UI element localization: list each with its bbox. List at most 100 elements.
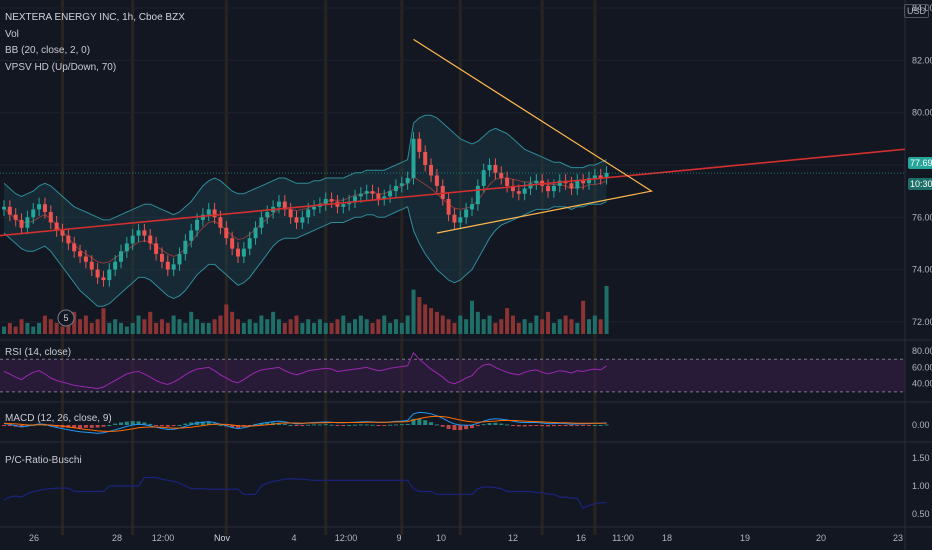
macd-histogram-bar [592, 425, 597, 426]
candle-body [72, 243, 77, 252]
macd-histogram-bar [183, 423, 188, 425]
volume-bar [282, 322, 287, 334]
macd-histogram-bar [312, 424, 317, 426]
session-separator [224, 0, 228, 535]
volume-bar [551, 322, 556, 334]
candle-body [7, 206, 12, 215]
macd-histogram-bar [341, 425, 346, 426]
candle-body [247, 238, 252, 249]
candle-body [399, 183, 404, 186]
macd-histogram-bar [306, 424, 311, 426]
candle-body [393, 185, 398, 192]
candle-body [154, 243, 159, 254]
candle-body [312, 206, 317, 210]
volume-bar [581, 300, 586, 334]
candle-body [195, 219, 200, 231]
pc-ratio-tick-label: 1.00 [912, 481, 930, 491]
volume-bar [31, 326, 36, 334]
macd-histogram-bar [575, 425, 580, 426]
candle-body [200, 214, 205, 220]
candle-body [452, 214, 457, 223]
volume-bar [587, 319, 591, 334]
macd-histogram-bar [142, 422, 147, 425]
macd-histogram-bar [440, 425, 445, 427]
macd-histogram-bar [136, 421, 141, 425]
legend-rsi: RSI (14, close) [5, 347, 72, 358]
macd-histogram-bar [165, 425, 170, 427]
candle-body [329, 198, 334, 202]
macd-histogram-bar [247, 425, 252, 426]
macd-histogram-bar [528, 425, 533, 427]
macd-histogram-bar [66, 425, 71, 428]
time-tick-label: 12:00 [335, 533, 358, 543]
legend-pc-ratio: P/C-Ratio-Buschi [5, 455, 82, 466]
macd-histogram-bar [154, 425, 159, 426]
macd-histogram-bar [107, 425, 112, 426]
macd-histogram-bar [516, 425, 521, 427]
candle-body [493, 164, 498, 173]
macd-histogram-bar [587, 425, 591, 426]
volume-bar [423, 304, 428, 334]
macd-histogram-bar [7, 425, 12, 426]
macd-histogram-bar [200, 421, 205, 425]
macd-histogram-bar [581, 425, 586, 426]
time-tick-label: 18 [662, 533, 672, 543]
candle-body [300, 217, 305, 223]
time-tick-label: 12 [508, 533, 518, 543]
macd-histogram-bar [206, 421, 211, 425]
macd-histogram-bar [124, 421, 129, 425]
macd-histogram-bar [276, 422, 281, 425]
candle-body [13, 214, 18, 220]
macd-histogram-bar [411, 418, 416, 425]
candle-body [528, 183, 533, 189]
candle-body [604, 172, 609, 179]
candle-body [148, 235, 153, 244]
volume-bar [475, 311, 480, 334]
volume-bar [113, 319, 118, 334]
pc-ratio-tick-label: 1.50 [912, 453, 930, 463]
volume-bar [48, 319, 53, 334]
macd-histogram-bar [353, 424, 357, 426]
macd-histogram-bar [230, 425, 235, 428]
macd-histogram-bar [259, 423, 264, 425]
macd-histogram-bar [481, 424, 486, 426]
candle-body [551, 185, 556, 192]
legend-macd: MACD (12, 26, close, 9) [5, 413, 112, 424]
volume-bar [42, 315, 47, 334]
candle-body [54, 222, 59, 231]
macd-histogram-bar [148, 423, 153, 425]
macd-histogram-bar [405, 423, 410, 425]
volume-bar [306, 319, 311, 334]
candle-body [534, 180, 539, 184]
macd-tick-label: 0.00 [912, 420, 930, 430]
volume-bar [13, 326, 18, 334]
last-price-tag: 77.69 [908, 157, 932, 169]
candle-body [48, 212, 53, 223]
event-marker [57, 309, 75, 327]
candle-body [177, 253, 182, 265]
volume-bar [183, 322, 188, 334]
candle-body [282, 201, 287, 210]
macd-histogram-bar [493, 422, 498, 425]
volume-bar [323, 322, 328, 334]
price-tick-label: 76.00 [912, 212, 932, 222]
candle-body [259, 217, 264, 228]
volume-bar [271, 311, 276, 334]
candle-body [230, 238, 235, 249]
volume-bar [370, 322, 375, 334]
volume-bar [259, 315, 264, 334]
candle-body [19, 219, 24, 228]
volume-bar [265, 319, 270, 334]
macd-histogram-bar [429, 422, 434, 425]
volume-bar [200, 322, 205, 334]
macd-histogram-bar [417, 418, 422, 425]
time-tick-label: Nov [214, 533, 231, 543]
macd-histogram-bar [335, 425, 340, 426]
candle-body [206, 209, 211, 215]
rsi-tick-label: 80.00 [912, 346, 932, 356]
candle-body [376, 193, 381, 199]
candle-body [423, 151, 428, 165]
volume-bar [540, 319, 545, 334]
price-tick-label: 82.00 [912, 55, 932, 65]
